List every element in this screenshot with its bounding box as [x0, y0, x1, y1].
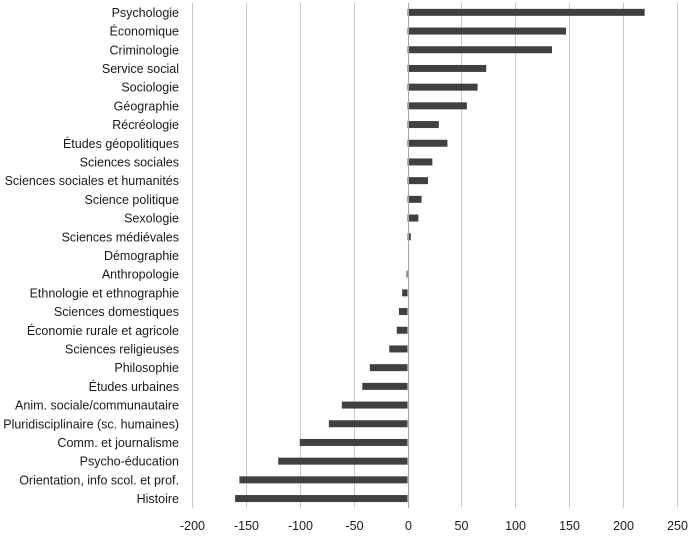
bar: [341, 401, 408, 409]
bar: [407, 64, 487, 72]
x-tick-label: -100: [288, 519, 313, 533]
category-label: Démographie: [104, 249, 179, 263]
bar: [398, 308, 408, 316]
tick-labels: -200 -150 -100 -50 0 50 100 150 200 250: [180, 519, 688, 533]
x-tick-label: -50: [345, 519, 363, 533]
x-tick-label: 200: [613, 519, 634, 533]
category-label: Anthropologie: [102, 268, 179, 282]
category-label: Études urbaines: [89, 379, 179, 394]
bar: [235, 495, 408, 503]
bar: [278, 457, 408, 465]
bar: [396, 326, 408, 334]
bar: [407, 214, 419, 222]
bar: [389, 345, 408, 353]
category-label: Sexologie: [124, 212, 179, 226]
x-tick-label: 250: [667, 519, 688, 533]
bar: [407, 27, 566, 35]
category-label: Orientation, info scol. et prof.: [19, 473, 179, 487]
category-label: Géographie: [114, 99, 179, 113]
category-label: Économique: [110, 24, 180, 39]
bar: [362, 382, 408, 390]
category-label: Sciences religieuses: [65, 342, 179, 356]
category-label: Sciences médiévales: [62, 230, 179, 244]
category-label: Anim. sociale/communautaire: [15, 399, 179, 413]
bar: [407, 8, 645, 16]
category-label: Science politique: [84, 193, 179, 207]
category-label: Philosophie: [114, 361, 179, 375]
x-tick-label: 50: [455, 519, 469, 533]
bar: [239, 476, 408, 484]
category-label: Études géopolitiques: [63, 136, 179, 151]
bar: [402, 289, 408, 297]
bar: [406, 270, 408, 278]
category-label: Sociologie: [121, 81, 179, 95]
x-tick-label: 100: [505, 519, 526, 533]
bar: [407, 46, 552, 54]
bar: [369, 364, 408, 372]
category-label: Ethnologie et ethnographie: [30, 286, 179, 300]
bar: [407, 233, 411, 241]
bar: [299, 438, 408, 446]
category-label: Comm. et journalisme: [57, 436, 179, 450]
category-label: Économie rurale et agricole: [27, 323, 179, 338]
category-label: Psycho-éducation: [80, 455, 179, 469]
bar: [407, 177, 429, 185]
category-label: Criminologie: [110, 43, 180, 57]
bar: [407, 158, 433, 166]
category-labels: Psychologie Économique Criminologie Service…: [3, 6, 179, 506]
x-tick-label: 0: [405, 519, 412, 533]
x-tick-label: 150: [559, 519, 580, 533]
category-label: Pluridisciplinaire (sc. humaines): [3, 417, 179, 431]
bar: [407, 121, 439, 129]
gridlines: [192, 3, 678, 508]
bar: [407, 102, 467, 110]
category-label: Service social: [102, 62, 179, 76]
x-tick-label: -150: [234, 519, 259, 533]
category-label: Sciences domestiques: [54, 305, 179, 319]
bar: [407, 195, 422, 203]
x-tick-label: -200: [180, 519, 205, 533]
category-label: Sciences sociales et humanités: [5, 174, 179, 188]
category-label: Histoire: [137, 492, 179, 506]
category-label: Sciences sociales: [80, 155, 179, 169]
bar: [407, 83, 478, 91]
category-label: Récréologie: [112, 118, 179, 132]
bar: [407, 139, 448, 147]
category-label: Psychologie: [112, 6, 179, 20]
bar: [328, 420, 408, 428]
bars: [235, 8, 645, 503]
